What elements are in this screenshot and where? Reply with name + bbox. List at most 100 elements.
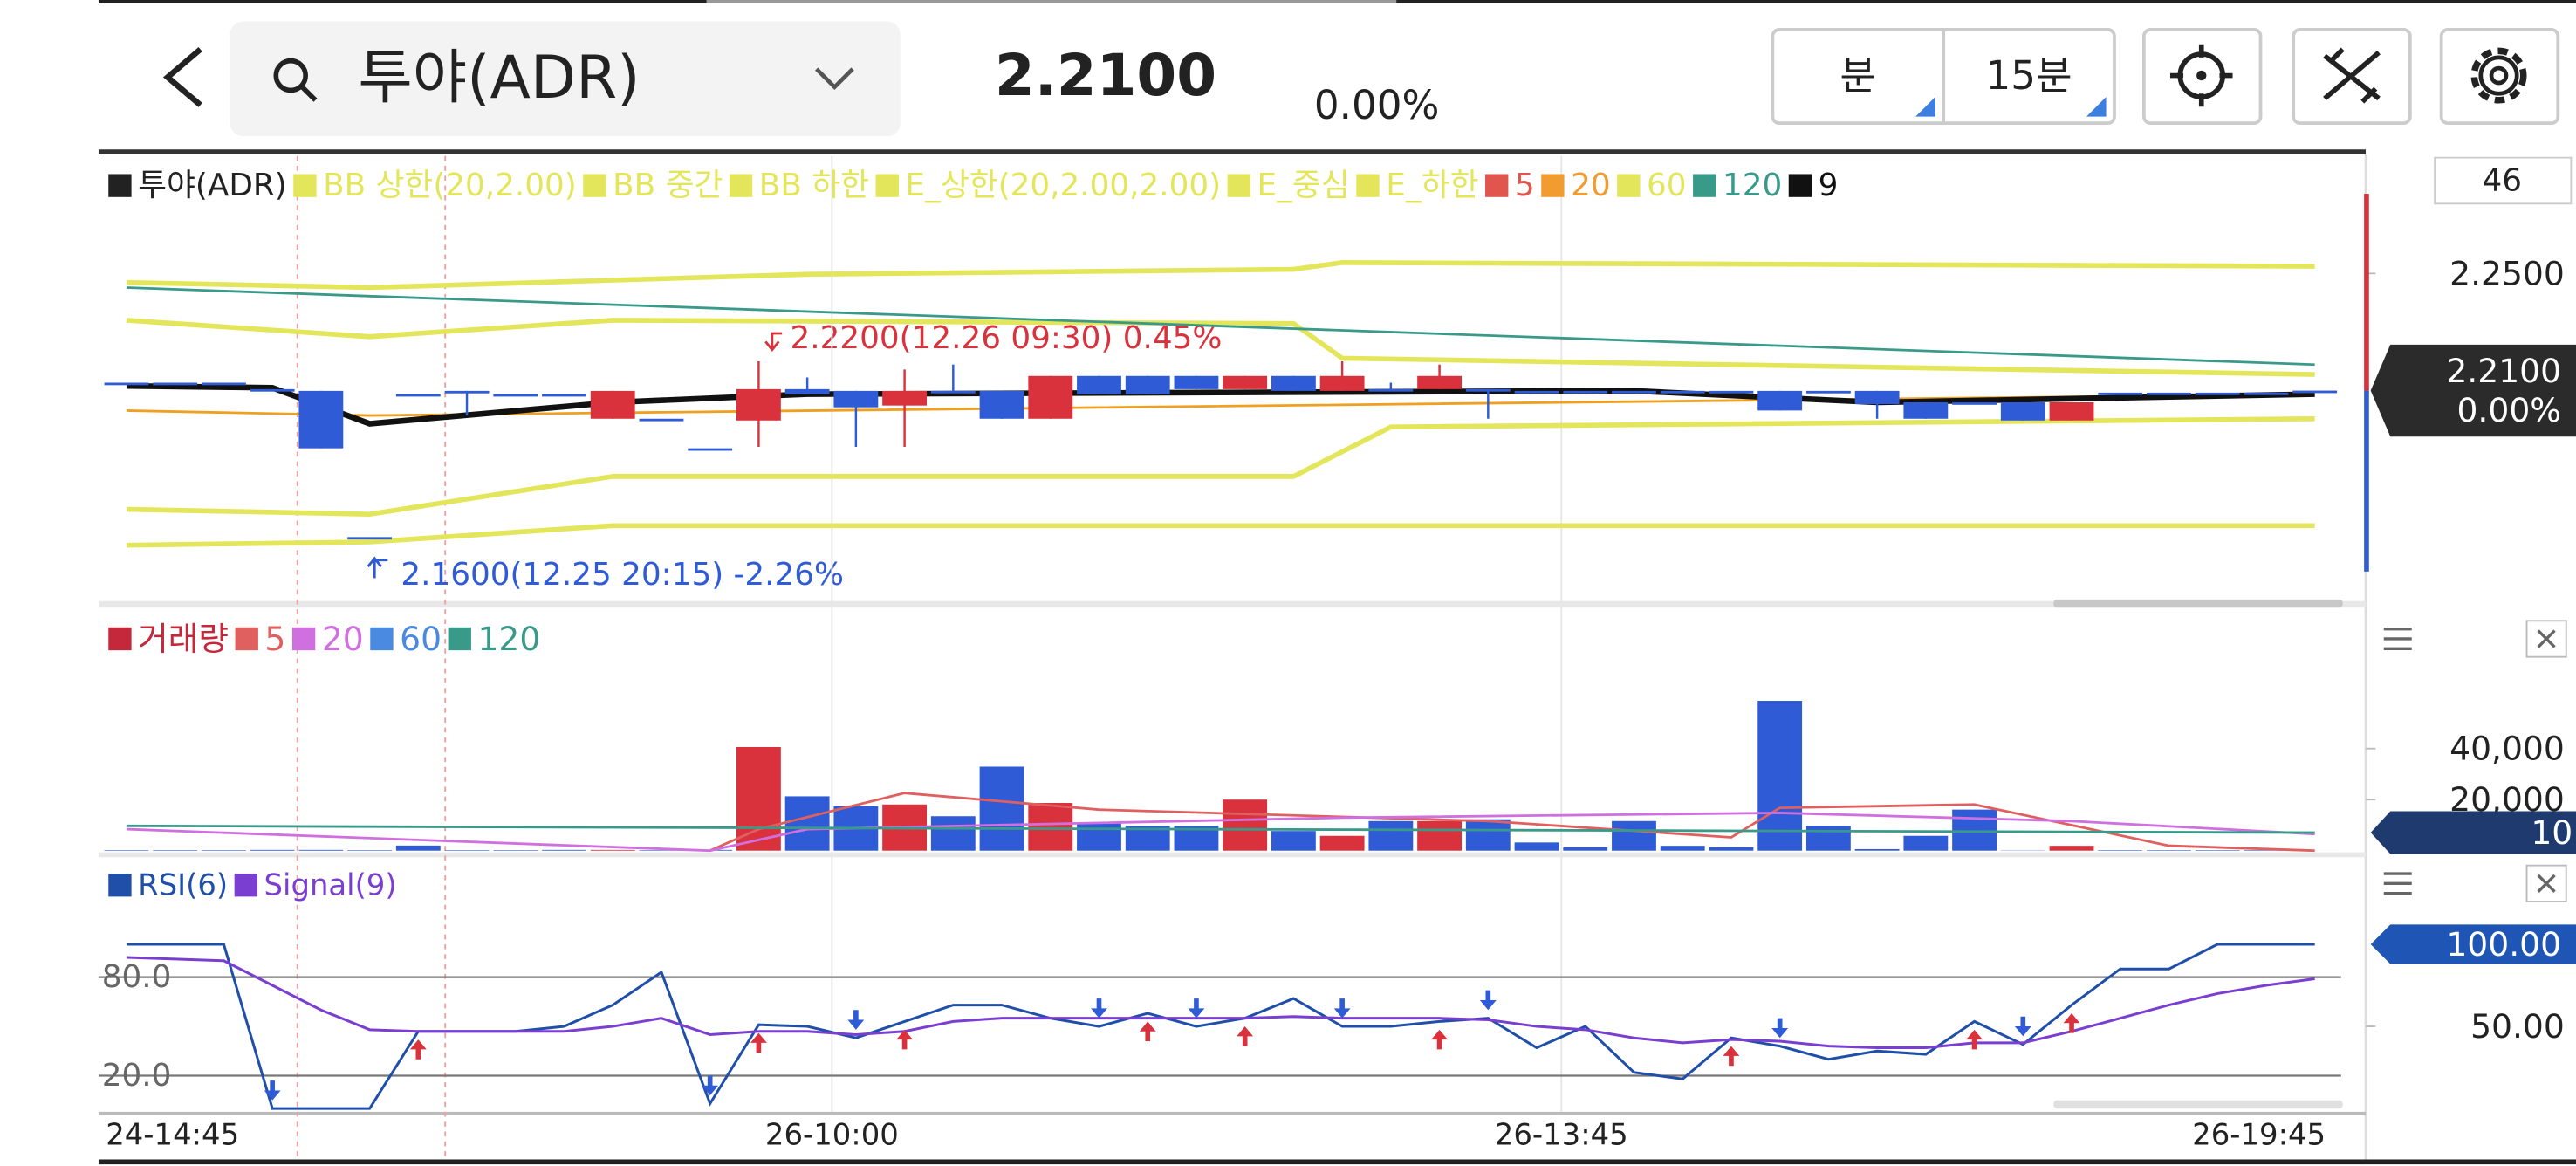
y-tick-label: 80.0 bbox=[102, 959, 172, 995]
sell-signal bbox=[2014, 1016, 2031, 1037]
candle-body bbox=[1028, 375, 1073, 419]
bar-count: 46 bbox=[2483, 162, 2523, 198]
volume-bar bbox=[1660, 846, 1705, 851]
volume-bar bbox=[1805, 826, 1851, 851]
candle-body bbox=[2098, 392, 2143, 395]
period-value[interactable]: 15분 bbox=[1986, 52, 2072, 99]
legend-label: E_중심 bbox=[1257, 168, 1350, 203]
indicator-line bbox=[126, 318, 2315, 377]
legend-label: 거래량 bbox=[138, 620, 229, 658]
volume-bar bbox=[590, 849, 635, 851]
price-change: 0.00% bbox=[1314, 82, 1439, 128]
dropdown-arrow[interactable] bbox=[815, 67, 854, 91]
candle-body bbox=[1660, 390, 1705, 394]
candle-body bbox=[1903, 401, 1949, 419]
scrollbar[interactable] bbox=[2053, 1100, 2343, 1109]
low-arrow bbox=[367, 556, 388, 579]
candle-body bbox=[882, 390, 928, 406]
price-tag-value: 2.2100 bbox=[2446, 352, 2561, 390]
candle-body bbox=[104, 382, 149, 386]
legend-label: BB 상한(20,2.00) bbox=[323, 168, 577, 203]
candle-body bbox=[1757, 390, 1803, 411]
legend-label: RSI(6) bbox=[138, 868, 228, 902]
legend-label: 9 bbox=[1819, 168, 1839, 203]
candle-body bbox=[2195, 392, 2240, 395]
legend-label: 투야(ADR) bbox=[138, 168, 287, 203]
sell-signal bbox=[847, 1010, 865, 1030]
volume-bar bbox=[493, 850, 538, 851]
indicator-line bbox=[126, 956, 2315, 1050]
candle-body bbox=[298, 390, 344, 449]
candle-body bbox=[639, 418, 684, 422]
volume-bar bbox=[639, 850, 684, 851]
buy-signal bbox=[409, 1039, 427, 1060]
volume-bar bbox=[2147, 850, 2191, 851]
x-tick-label: 24-14:45 bbox=[106, 1118, 239, 1152]
gear-teeth bbox=[2470, 47, 2527, 104]
candle-body bbox=[1271, 375, 1316, 391]
candle-body bbox=[250, 388, 295, 392]
sell-signal bbox=[1333, 998, 1351, 1019]
candle-body bbox=[1417, 375, 1462, 389]
volume-tag bbox=[2370, 811, 2576, 854]
scrollbar[interactable] bbox=[2053, 599, 2343, 608]
buy-signal bbox=[1139, 1021, 1156, 1041]
candle-body bbox=[2244, 392, 2289, 395]
legend-swatch bbox=[1617, 174, 1641, 197]
close-icon bbox=[2537, 874, 2556, 893]
volume-bar bbox=[1952, 809, 1997, 851]
volume-bar bbox=[1368, 820, 1414, 851]
back-button[interactable] bbox=[162, 46, 202, 107]
legend-label: 5 bbox=[264, 620, 285, 658]
candle-body bbox=[542, 394, 586, 397]
volume-bar bbox=[2244, 850, 2289, 851]
corner-mark bbox=[1915, 97, 1935, 117]
settings-button[interactable] bbox=[2439, 27, 2560, 126]
candle-body bbox=[1077, 375, 1121, 394]
legend-swatch bbox=[1356, 174, 1380, 197]
legend-label: 20 bbox=[322, 620, 364, 658]
indicator-line bbox=[126, 260, 2315, 291]
volume-bar bbox=[1757, 701, 1803, 851]
candle-body bbox=[395, 394, 441, 397]
x-tick-label: 26-10:00 bbox=[765, 1118, 899, 1152]
x-tick-label: 26-19:45 bbox=[2192, 1118, 2326, 1152]
candle-body bbox=[930, 390, 976, 394]
crosshair-dot bbox=[2196, 70, 2207, 81]
volume-bar bbox=[930, 816, 976, 851]
menu-icon[interactable] bbox=[2383, 627, 2412, 650]
volume-bar bbox=[1563, 847, 1608, 851]
legend-swatch bbox=[235, 627, 258, 651]
candle-body bbox=[979, 390, 1024, 419]
legend-label: E_상한(20,2.00,2.00) bbox=[905, 168, 1221, 203]
indicator-line bbox=[126, 286, 2315, 367]
candle-body bbox=[1563, 390, 1608, 394]
volume-bar bbox=[784, 796, 830, 851]
candle-body bbox=[833, 390, 879, 408]
candle-body bbox=[1174, 375, 1219, 389]
menu-icon[interactable] bbox=[2383, 872, 2412, 895]
volume-bar bbox=[202, 850, 246, 851]
y2-tick-label: 50.00 bbox=[2470, 1007, 2565, 1046]
volume-bar bbox=[1319, 835, 1365, 851]
sell-signal bbox=[1091, 998, 1107, 1019]
indicator-line bbox=[126, 416, 2315, 517]
volume-bar bbox=[250, 849, 295, 851]
legend-swatch bbox=[583, 174, 606, 197]
volume-bar bbox=[347, 850, 393, 851]
legend-swatch bbox=[234, 874, 258, 897]
legend-swatch bbox=[875, 174, 899, 197]
crosshair-ticks bbox=[2169, 44, 2233, 107]
candle-body bbox=[590, 390, 635, 419]
top-border-accent bbox=[706, 0, 1397, 3]
candle-body bbox=[2000, 401, 2045, 421]
volume-bar bbox=[153, 850, 198, 851]
candle-body bbox=[444, 390, 490, 394]
rsi-tag-value: 100.00 bbox=[2446, 925, 2561, 964]
period-unit[interactable]: 분 bbox=[1840, 52, 1877, 99]
period-toggle[interactable]: 분 15분 bbox=[1771, 27, 2116, 126]
candle-body bbox=[347, 537, 393, 540]
search-box[interactable] bbox=[230, 21, 901, 137]
buy-signal bbox=[1966, 1029, 1983, 1050]
legend-label: 120 bbox=[477, 620, 540, 658]
